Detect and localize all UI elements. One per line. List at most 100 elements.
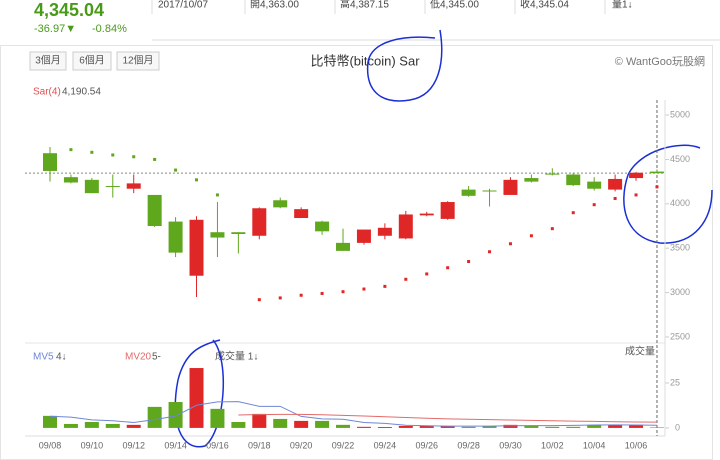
- sar-dot: [529, 234, 533, 238]
- x-tick-label: 10/06: [625, 440, 648, 450]
- candle-body: [336, 242, 351, 251]
- volume-bar: [273, 418, 288, 428]
- volume-bar: [84, 421, 99, 428]
- y-tick-label: 4000: [670, 198, 690, 208]
- candle-body: [126, 183, 141, 189]
- candle-body: [482, 190, 497, 192]
- x-tick-label: 09/10: [81, 440, 104, 450]
- x-tick-label: 10/02: [541, 440, 564, 450]
- sar-dot: [655, 185, 659, 189]
- candle-body: [377, 227, 392, 236]
- candle-body: [84, 179, 99, 194]
- volume-bar: [608, 424, 623, 428]
- sar-dot: [446, 266, 450, 270]
- candle-body: [440, 202, 455, 219]
- volume-bar: [210, 408, 225, 428]
- sar-dot: [634, 193, 638, 197]
- x-tick-label: 09/14: [164, 440, 187, 450]
- volume-bar: [147, 406, 162, 428]
- y-tick-label: 4500: [670, 154, 690, 164]
- chart-title: 比特幣(bitcoin) Sar: [310, 53, 420, 68]
- candle-body: [210, 232, 225, 238]
- button-label[interactable]: 3個月: [35, 54, 61, 67]
- x-tick-label: 09/30: [499, 440, 522, 450]
- sar-dot: [153, 157, 157, 161]
- candle-body: [252, 208, 267, 236]
- button[interactable]: [116, 51, 160, 71]
- sar-dot: [592, 203, 596, 207]
- candle-body: [566, 174, 581, 186]
- candle-body: [545, 173, 560, 175]
- candle-body: [649, 171, 664, 174]
- button[interactable]: [29, 51, 67, 71]
- volume-bar: [524, 425, 539, 428]
- sar-dot: [341, 290, 345, 294]
- header-high: 高4,387.15: [340, 0, 389, 11]
- sar-dot: [467, 260, 471, 264]
- indicator-label: Sar(4): [33, 87, 61, 98]
- candle-body: [461, 189, 476, 196]
- y-tick-label: 3500: [670, 243, 690, 253]
- x-tick-label: 09/18: [248, 440, 271, 450]
- mv5-label: MV5: [33, 352, 54, 363]
- indicator-value: 4,190.54: [62, 87, 101, 98]
- button-label[interactable]: 6個月: [79, 54, 105, 67]
- sar-dot: [320, 291, 324, 295]
- volume-bar: [503, 424, 518, 428]
- sar-dot: [404, 277, 408, 281]
- volume-bar: [398, 425, 413, 428]
- volume-bar: [43, 415, 57, 428]
- change-pct: -0.84%: [92, 23, 127, 35]
- volume-bar: [482, 425, 497, 428]
- candle-body: [147, 194, 162, 227]
- sar-dot: [195, 178, 199, 182]
- volume-bar: [545, 426, 560, 428]
- x-tick-label: 09/22: [332, 440, 355, 450]
- candle-body: [419, 213, 434, 216]
- volume-bar: [126, 424, 141, 428]
- sar-dot: [613, 196, 617, 200]
- x-tick-label: 09/20: [290, 440, 313, 450]
- mv-line: [238, 413, 657, 423]
- candle-body: [43, 153, 57, 171]
- volume-bar: [315, 420, 330, 428]
- volume-bar: [587, 424, 602, 428]
- candle-body: [105, 186, 120, 188]
- price: 4,345.04: [34, 0, 104, 20]
- chart-frame: [0, 45, 713, 460]
- sar-dot: [299, 293, 303, 297]
- volume-bar: [649, 427, 664, 428]
- sar-dot: [174, 168, 178, 172]
- volume-bar: [336, 424, 351, 428]
- x-tick-label: 09/08: [39, 440, 62, 450]
- button-label[interactable]: 12個月: [122, 54, 153, 67]
- header-close: 收4,345.04: [520, 0, 569, 11]
- mv5-note: 4↓: [56, 352, 67, 363]
- x-tick-label: 09/12: [122, 440, 145, 450]
- sar-dot: [425, 272, 429, 276]
- header-low: 低4,345.00: [430, 0, 479, 11]
- y-tick-label: 0: [675, 422, 680, 432]
- candle-body: [524, 178, 539, 182]
- candle-body: [231, 232, 246, 234]
- mv20-label: MV20: [125, 352, 152, 363]
- candle-body: [503, 179, 518, 195]
- sar-dot: [111, 153, 115, 157]
- volume-bar: [294, 420, 309, 428]
- hand-drawn-marks: [174, 29, 713, 448]
- candle-body: [63, 177, 78, 183]
- volume-bar: [419, 425, 434, 428]
- button[interactable]: [72, 51, 112, 71]
- volume-bar: [63, 423, 78, 428]
- sar-dot: [508, 242, 512, 246]
- x-tick-label: 09/24: [374, 440, 397, 450]
- sar-dot: [215, 193, 219, 197]
- candle-body: [587, 181, 602, 189]
- sar-dot: [257, 298, 261, 302]
- volume-bar: [461, 426, 476, 428]
- sar-dot: [550, 227, 554, 231]
- sar-dot: [571, 211, 575, 215]
- volume-bar: [231, 421, 246, 428]
- candle-body: [168, 221, 183, 253]
